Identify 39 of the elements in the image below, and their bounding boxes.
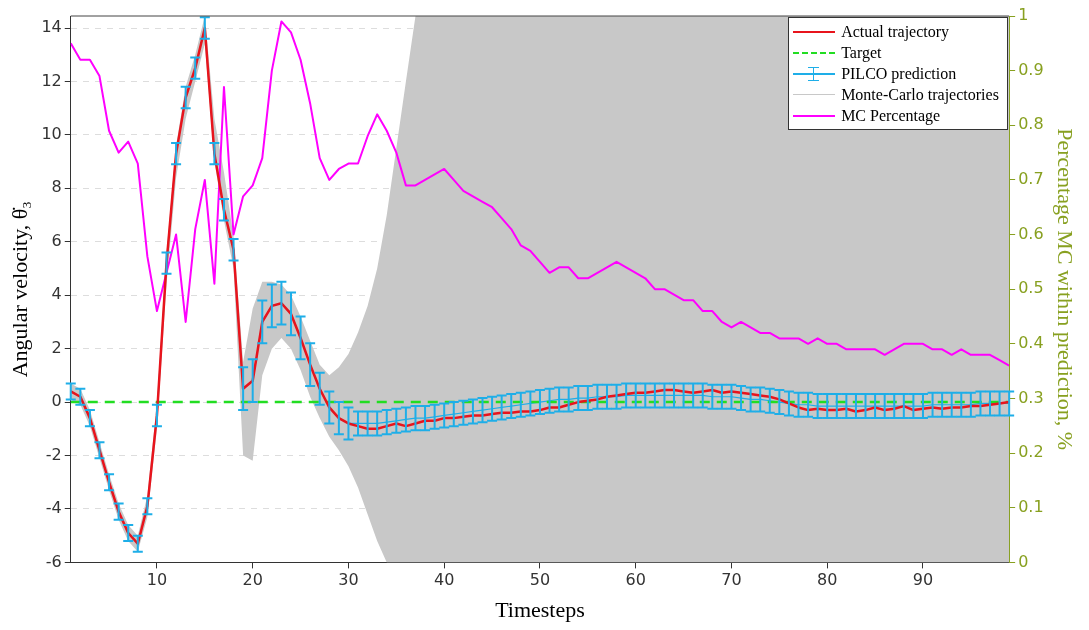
y2-tick-label: 0.7 [1018, 169, 1044, 189]
legend-label: PILCO prediction [841, 64, 957, 83]
y-tick-label: 6 [51, 230, 62, 250]
y2-tick-label: 0.4 [1018, 333, 1044, 352]
y2-tick-label: 0.5 [1018, 278, 1044, 298]
y-tick-label: 8 [51, 177, 62, 197]
y-tick-label: 2 [51, 337, 62, 357]
y2-tick-label: 0.8 [1018, 114, 1044, 134]
y2-tick-label: 1 [1018, 5, 1029, 25]
y-tick-label: -4 [45, 498, 62, 518]
legend-label: Target [841, 43, 882, 62]
x-tick-label: 50 [529, 570, 551, 590]
y2-tick-label: 0.6 [1018, 223, 1044, 243]
y-tick-label: -2 [45, 444, 62, 464]
y2-tick-label: 0.9 [1018, 59, 1044, 79]
x-tick-label: 10 [146, 570, 168, 590]
y-tick-label: 10 [41, 124, 62, 144]
y2-tick-label: 0.3 [1018, 387, 1044, 407]
x-tick-label: 80 [817, 570, 838, 590]
x-tick-label: 20 [242, 570, 263, 590]
y-tick-label: 12 [41, 70, 62, 90]
x-axis-title: Timesteps [495, 596, 585, 622]
x-tick-label: 60 [625, 570, 646, 590]
y-tick-label: 0 [51, 391, 62, 411]
y-tick-label: -6 [45, 551, 62, 571]
legend-label: Actual trajectory [841, 22, 950, 41]
legend-label: MC Percentage [841, 106, 941, 125]
x-tick-label: 40 [434, 570, 455, 590]
y2-tick-label: 0 [1018, 551, 1029, 571]
y2-axis-title: Percentage MC within prediction, % [1053, 128, 1079, 451]
y2-tick-label: 0.1 [1018, 496, 1044, 516]
x-tick-label: 70 [721, 570, 742, 590]
y-axis-title: Angular velocity, θ̇₃ [6, 201, 32, 378]
legend-label: Monte-Carlo trajectories [841, 85, 999, 104]
y-tick-label: 4 [51, 284, 62, 304]
y-tick-label: 14 [41, 17, 62, 37]
x-tick-label: 30 [338, 570, 359, 590]
x-tick-label: 90 [912, 570, 934, 590]
y2-tick-label: 0.2 [1018, 442, 1044, 462]
